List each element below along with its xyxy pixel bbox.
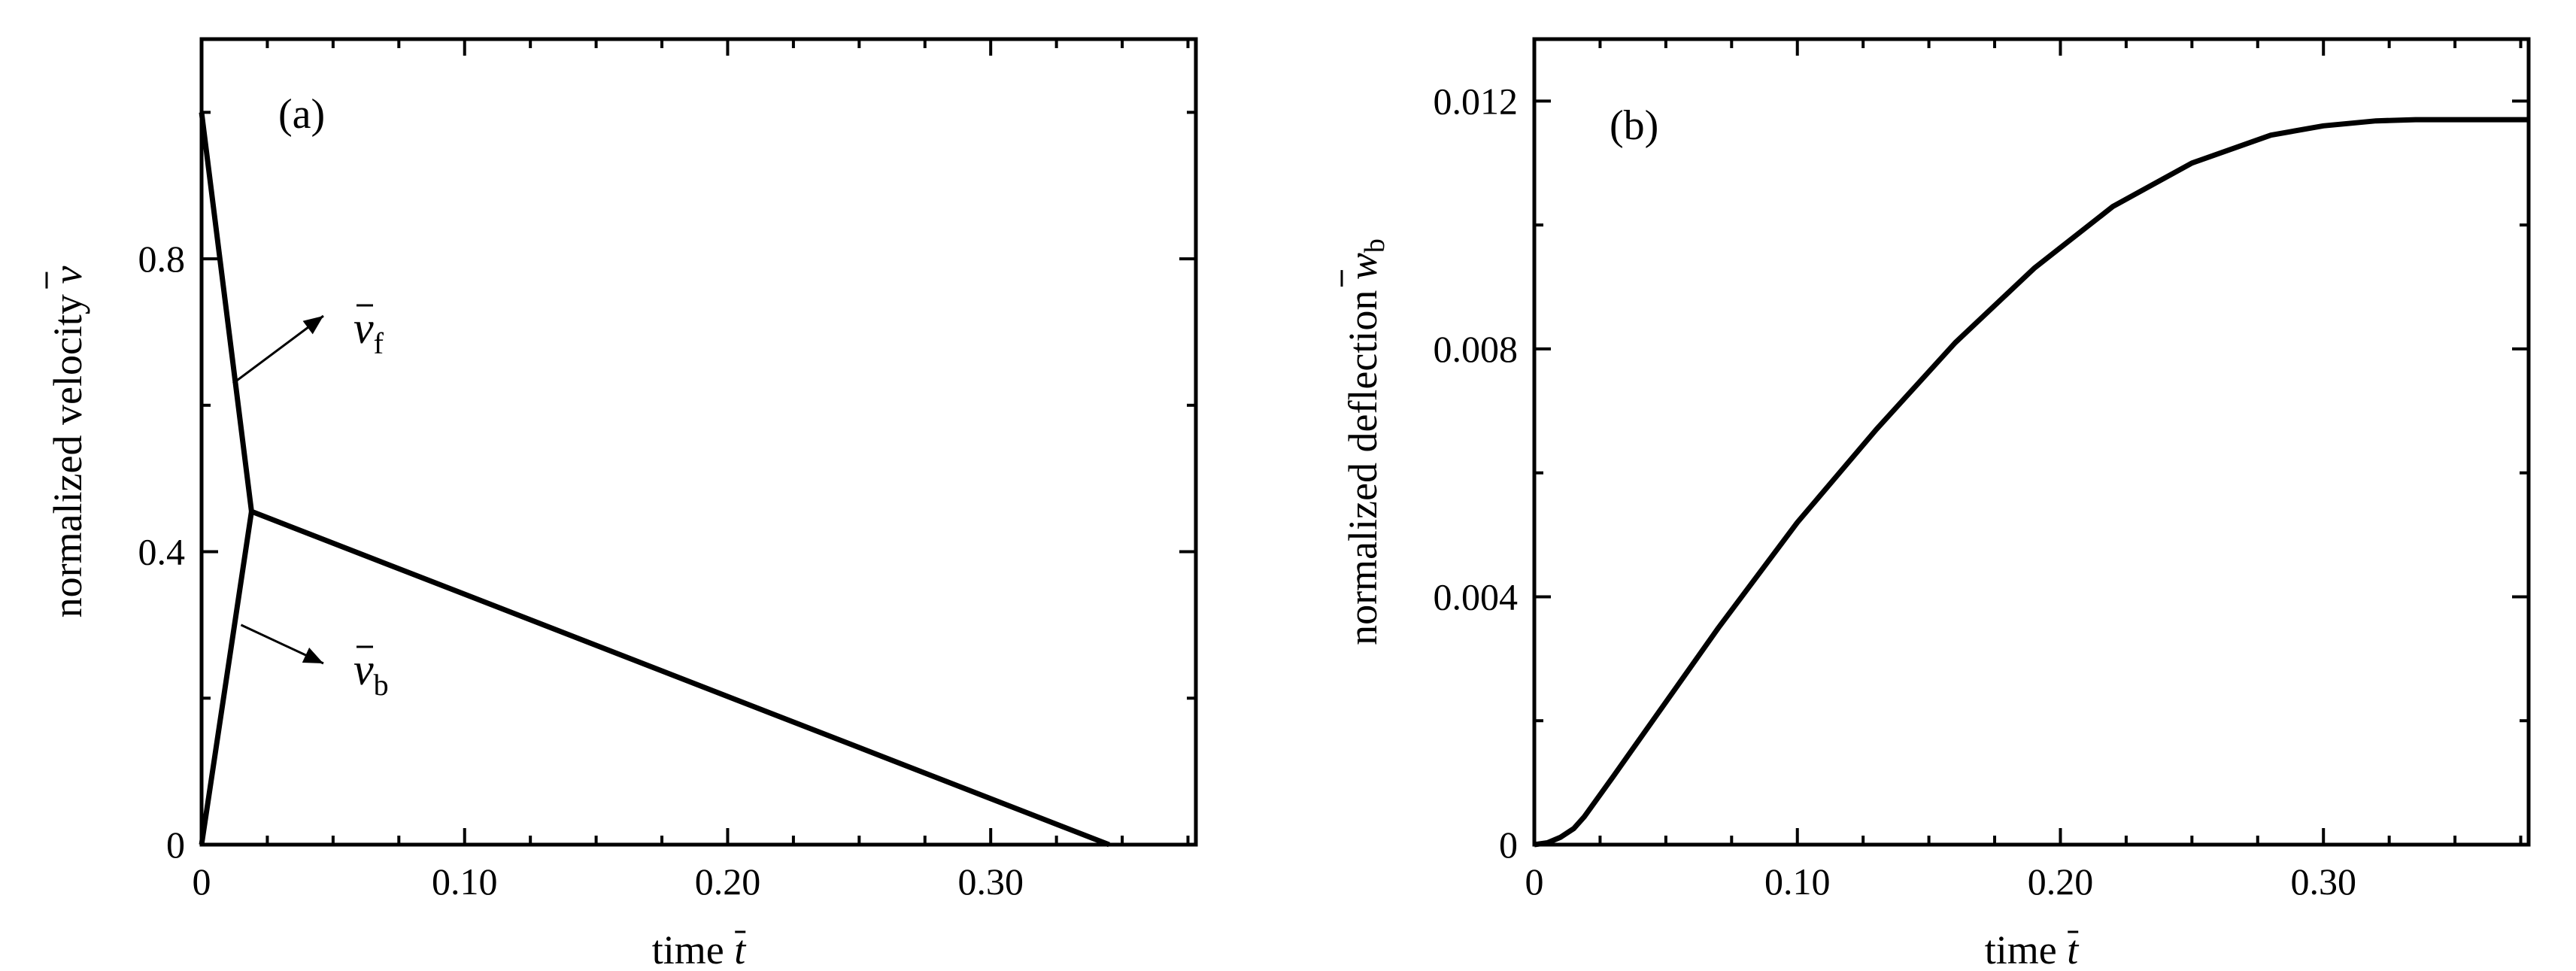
- y-tick-label: 0: [1499, 824, 1518, 866]
- x-axis-label: time t: [652, 927, 747, 971]
- y-tick-label: 0.008: [1434, 328, 1519, 370]
- annotation-arrowhead: [302, 316, 323, 335]
- y-tick-label: 0.012: [1434, 80, 1519, 122]
- panel-label: (b): [1610, 102, 1658, 149]
- x-tick-label: 0.20: [695, 860, 761, 903]
- y-tick-label: 0.8: [138, 238, 186, 280]
- x-tick-label: 0: [193, 860, 211, 903]
- y-tick-label: 0.4: [138, 531, 186, 573]
- plot-frame: [199, 37, 1198, 847]
- series-line-1: [1534, 117, 2529, 848]
- x-axis-label: time t: [1985, 927, 2080, 971]
- series-line-2: [199, 511, 254, 845]
- annotation-label-f: vf: [353, 303, 384, 360]
- x-tick-label: 0: [1525, 860, 1544, 903]
- y-axis-label: normalized velocity v: [45, 266, 90, 618]
- annotation-arrowhead: [302, 648, 323, 663]
- chart-panel-a: 0 0.10 0.20 0.30 0 0.4 0.8 (a) time t normalized …: [45, 37, 1198, 971]
- x-tick-label: 0.20: [2028, 860, 2094, 903]
- x-tick-label: 0.10: [1764, 860, 1831, 903]
- x-tick-label: 0.10: [432, 860, 498, 903]
- x-tick-label: 0.30: [957, 860, 1024, 903]
- y-axis-label: normalized deflection wb: [1340, 238, 1391, 645]
- y-tick-label: 0: [166, 824, 185, 866]
- annotation-label-b: vb: [353, 645, 389, 702]
- series-line-1: [199, 111, 1110, 848]
- panel-label: (a): [278, 91, 325, 138]
- plot-frame: [1532, 37, 2531, 847]
- y-tick-label: 0.004: [1434, 575, 1519, 617]
- chart-panel-b: 0 0.10 0.20 0.30 0 0.004 0.008 0.012 (b) time t no…: [1340, 37, 2531, 971]
- x-tick-label: 0.30: [2290, 860, 2356, 903]
